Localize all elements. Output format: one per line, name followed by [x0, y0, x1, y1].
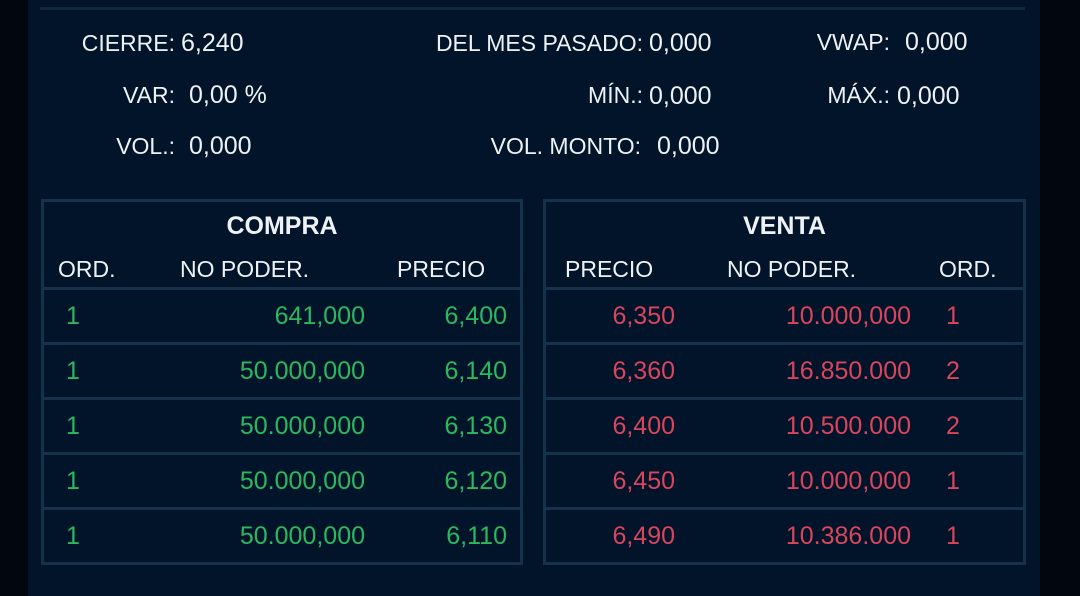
venta-title: VENTA — [743, 212, 826, 240]
row-divider — [41, 507, 523, 510]
var-label: VAR: — [123, 82, 175, 108]
compra-col-nominal: NO PODER. — [180, 256, 310, 282]
compra-precio: 6,120 — [444, 467, 507, 495]
venta-ord: 1 — [946, 467, 960, 495]
compra-precio: 6,400 — [444, 302, 507, 330]
venta-nominal: 10.386.000 — [785, 522, 911, 550]
var-value: 0,00 % — [189, 81, 267, 109]
compra-precio: 6,140 — [444, 357, 507, 385]
compra-ord: 1 — [66, 467, 80, 495]
row-divider — [543, 397, 1026, 400]
venta-precio: 6,350 — [612, 302, 675, 330]
min-value: 0,000 — [649, 82, 712, 110]
compra-col-ord: ORD. — [58, 256, 116, 282]
market-panel — [28, 0, 1040, 596]
venta-precio: 6,400 — [612, 412, 675, 440]
vol-monto-value: 0,000 — [657, 132, 720, 160]
cierre-value: 6,240 — [181, 29, 244, 57]
venta-ord: 1 — [946, 522, 960, 550]
venta-nominal: 10.500.000 — [785, 412, 911, 440]
vwap-label: VWAP: — [816, 29, 890, 55]
compra-nominal: 641,000 — [274, 302, 365, 330]
row-divider — [41, 452, 523, 455]
row-divider — [41, 397, 523, 400]
vwap-value: 0,000 — [905, 28, 968, 56]
compra-table — [41, 199, 523, 565]
compra-precio: 6,110 — [446, 522, 507, 550]
compra-ord: 1 — [66, 412, 80, 440]
row-divider — [543, 342, 1026, 345]
venta-col-nominal: NO PODER. — [727, 256, 857, 282]
cierre-label: CIERRE: — [81, 30, 175, 56]
compra-nominal: 50.000,000 — [239, 522, 365, 550]
compra-nominal: 50.000,000 — [239, 467, 365, 495]
compra-ord: 1 — [66, 302, 80, 330]
divider — [40, 7, 1025, 10]
venta-table — [543, 199, 1026, 565]
max-value: 0,000 — [897, 82, 960, 110]
compra-nominal: 50.000,000 — [239, 412, 365, 440]
compra-nominal: 50.000,000 — [239, 357, 365, 385]
vol-label: VOL.: — [116, 133, 175, 159]
compra-precio: 6,130 — [444, 412, 507, 440]
vol-monto-label: VOL. MONTO: — [490, 133, 641, 159]
compra-ord: 1 — [66, 357, 80, 385]
row-divider — [543, 287, 1026, 290]
min-label: MÍN.: — [588, 82, 643, 108]
compra-ord: 1 — [66, 522, 80, 550]
venta-nominal: 10.000,000 — [785, 302, 911, 330]
venta-ord: 2 — [946, 357, 960, 385]
venta-precio: 6,490 — [612, 522, 675, 550]
row-divider — [41, 287, 523, 290]
venta-nominal: 16.850.000 — [785, 357, 911, 385]
vol-value: 0,000 — [189, 132, 252, 160]
row-divider — [543, 452, 1026, 455]
venta-ord: 2 — [946, 412, 960, 440]
venta-col-ord: ORD. — [939, 256, 997, 282]
compra-col-precio: PRECIO — [397, 256, 486, 282]
venta-precio: 6,450 — [612, 467, 675, 495]
venta-col-precio: PRECIO — [565, 256, 654, 282]
venta-precio: 6,360 — [612, 357, 675, 385]
venta-nominal: 10.000,000 — [785, 467, 911, 495]
mes-pasado-value: 0,000 — [649, 29, 712, 57]
mes-pasado-label: DEL MES PASADO: — [435, 30, 643, 56]
row-divider — [41, 342, 523, 345]
compra-title: COMPRA — [226, 212, 338, 240]
max-label: MÁX.: — [827, 82, 890, 108]
venta-ord: 1 — [946, 302, 960, 330]
row-divider — [543, 507, 1026, 510]
